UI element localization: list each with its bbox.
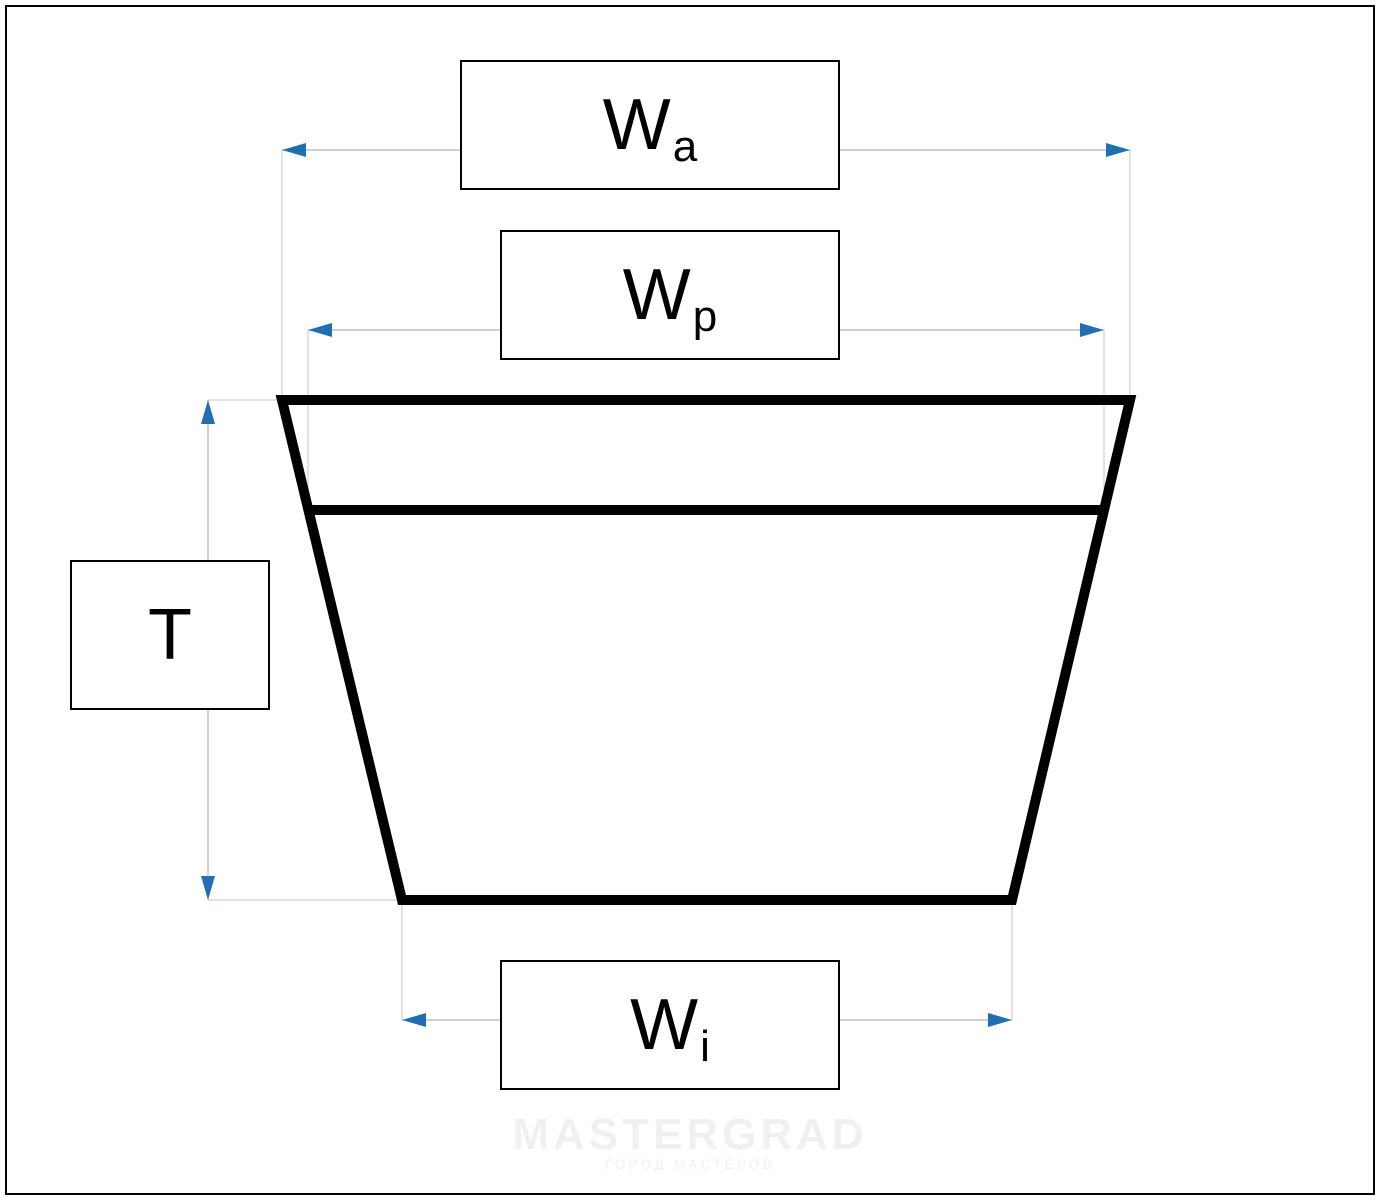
dimension-wi-sub: i bbox=[700, 1025, 710, 1069]
dimension-wp-sub: p bbox=[693, 295, 717, 339]
dimension-label-t: T bbox=[70, 560, 270, 710]
dimension-wi-main: W bbox=[630, 989, 698, 1061]
dimension-label-wp: W p bbox=[500, 230, 840, 360]
diagram-stage: W a W p W i T MASTERGRAD ГОРОД МАСТЕРОВ bbox=[0, 0, 1380, 1200]
dimension-wa-sub: a bbox=[673, 125, 697, 169]
dimension-t-main: T bbox=[148, 599, 192, 671]
dimension-wp-main: W bbox=[623, 259, 691, 331]
dimension-wa-main: W bbox=[603, 89, 671, 161]
dimension-label-wi: W i bbox=[500, 960, 840, 1090]
dimension-label-wa: W a bbox=[460, 60, 840, 190]
